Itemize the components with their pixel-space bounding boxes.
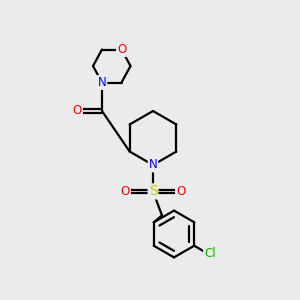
Text: N: N (98, 76, 106, 89)
Text: O: O (73, 104, 82, 118)
Text: N: N (148, 158, 158, 172)
Text: Cl: Cl (204, 247, 216, 260)
Text: O: O (117, 43, 126, 56)
Text: S: S (148, 184, 158, 198)
Text: O: O (176, 185, 185, 198)
Text: O: O (121, 185, 130, 198)
